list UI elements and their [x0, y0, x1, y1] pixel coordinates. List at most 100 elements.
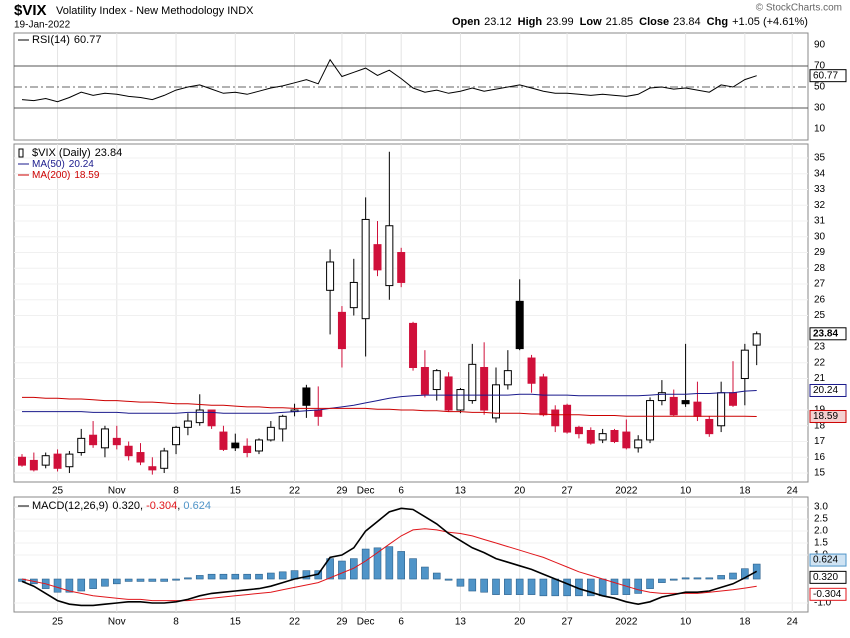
x-tick-label: 15 — [230, 486, 242, 497]
candle-body — [717, 392, 726, 427]
macd-histogram-bar — [717, 575, 725, 580]
rsi-tick-label: 70 — [814, 61, 826, 72]
rsi-tick-label: 50 — [814, 82, 826, 93]
ma-name: MA(50) — [32, 159, 65, 170]
macd-histogram-bar — [527, 578, 536, 595]
signal-last: -0.304 — [146, 500, 177, 512]
candle-body — [574, 426, 583, 435]
x-tick-label: Nov — [108, 617, 126, 628]
macd-histogram-bar — [243, 573, 251, 580]
value-badge-label: 20.24 — [813, 385, 838, 396]
candle-body — [172, 426, 181, 446]
candle-body — [527, 357, 536, 384]
macd-last: 0.320 — [112, 500, 140, 512]
y-tick-label: 33 — [814, 184, 826, 195]
x-tick-label: 6 — [398, 486, 404, 497]
quote-part: Close — [639, 16, 669, 28]
macd-histogram-bar — [551, 578, 560, 597]
macd-histogram-bar — [468, 578, 477, 592]
macd-histogram-bar — [53, 578, 62, 593]
candle-body — [361, 218, 370, 320]
ma-line — [22, 396, 757, 417]
candle-body — [219, 431, 228, 450]
macd-histogram-bar — [693, 577, 702, 580]
x-tick-label: 15 — [230, 617, 242, 628]
x-tick-label: 20 — [514, 617, 526, 628]
y-tick-label: 17 — [814, 436, 826, 447]
value-badge — [809, 409, 847, 423]
quote-part: 23.12 — [484, 16, 512, 28]
x-tick-label: 2022 — [615, 486, 638, 497]
candle-body — [586, 429, 595, 444]
candle-body — [160, 450, 169, 469]
candle-body — [491, 384, 500, 419]
macd-histogram-bar — [207, 573, 216, 580]
macd-histogram-bar — [515, 578, 524, 595]
candle-body — [468, 363, 477, 402]
y-tick-label: 29 — [814, 247, 826, 258]
x-tick-label: Dec — [357, 486, 375, 497]
candle-body — [740, 349, 749, 380]
macd-tick-label: 1.5 — [814, 538, 828, 549]
x-tick-label: 2022 — [615, 617, 638, 628]
candle-body — [409, 322, 418, 368]
x-tick-label: 29 — [336, 617, 348, 628]
candle-body — [752, 333, 761, 346]
macd-tick-label: -1.0 — [814, 598, 832, 609]
candle-body — [705, 418, 714, 435]
macd-histogram-bar — [219, 573, 228, 580]
x-tick-label: 18 — [739, 486, 751, 497]
candle-body — [266, 426, 275, 441]
candle-body — [231, 442, 240, 449]
value-badge — [809, 327, 847, 341]
candle-body — [65, 453, 74, 468]
ma-legend: MA(200) 18.59 — [32, 170, 100, 181]
candle-body — [41, 455, 50, 466]
candle-body — [515, 300, 524, 350]
candle-body — [29, 459, 38, 471]
ma-legend: MA(50) 20.24 — [32, 159, 94, 170]
macd-histogram-bar — [480, 578, 488, 593]
date: 19-Jan-2022 — [14, 20, 71, 31]
candle-body — [681, 400, 690, 405]
macd-histogram-bar — [184, 577, 192, 580]
x-tick-label: 6 — [398, 617, 404, 628]
candle-body — [373, 244, 382, 271]
candle-body — [728, 392, 737, 406]
y-tick-label: 15 — [814, 468, 826, 479]
macd-histogram-bar — [409, 558, 417, 580]
candle-body — [243, 445, 252, 454]
rsi-legend: RSI(14) 60.77 — [32, 34, 101, 46]
macd-histogram-bar — [101, 578, 109, 587]
candle-body — [397, 252, 406, 283]
candle-body — [207, 409, 216, 427]
macd-histogram-bar — [195, 575, 204, 580]
candle-body — [693, 401, 702, 417]
candle-body — [337, 311, 346, 350]
candle-body — [112, 437, 121, 446]
candle-body — [634, 439, 643, 449]
rsi-tick-label: 30 — [814, 103, 826, 114]
candle-body — [254, 439, 263, 452]
y-tick-label: 35 — [814, 153, 826, 164]
value-badge — [809, 587, 847, 601]
macd-histogram-bar — [385, 546, 394, 580]
y-tick-label: 30 — [814, 231, 826, 242]
macd-histogram-bar — [741, 568, 749, 580]
symbol: $VIX — [14, 2, 47, 19]
candle-body — [646, 400, 655, 441]
candle-body — [148, 466, 157, 471]
macd-histogram-bar — [397, 551, 405, 580]
quote-part: Low — [580, 16, 602, 28]
macd-histogram-bar — [586, 578, 595, 597]
value-badge-label: 0.624 — [813, 555, 838, 566]
macd-histogram-bar — [172, 578, 180, 581]
quote-part: +1.05 (+4.61%) — [732, 16, 808, 28]
x-tick-label: 25 — [52, 617, 64, 628]
x-tick-label: 8 — [173, 486, 179, 497]
y-tick-label: 21 — [814, 373, 826, 384]
chart-title: Volatility Index - New Methodology INDX — [56, 5, 254, 17]
value-badge — [809, 383, 847, 397]
macd-histogram-bar — [634, 578, 642, 594]
